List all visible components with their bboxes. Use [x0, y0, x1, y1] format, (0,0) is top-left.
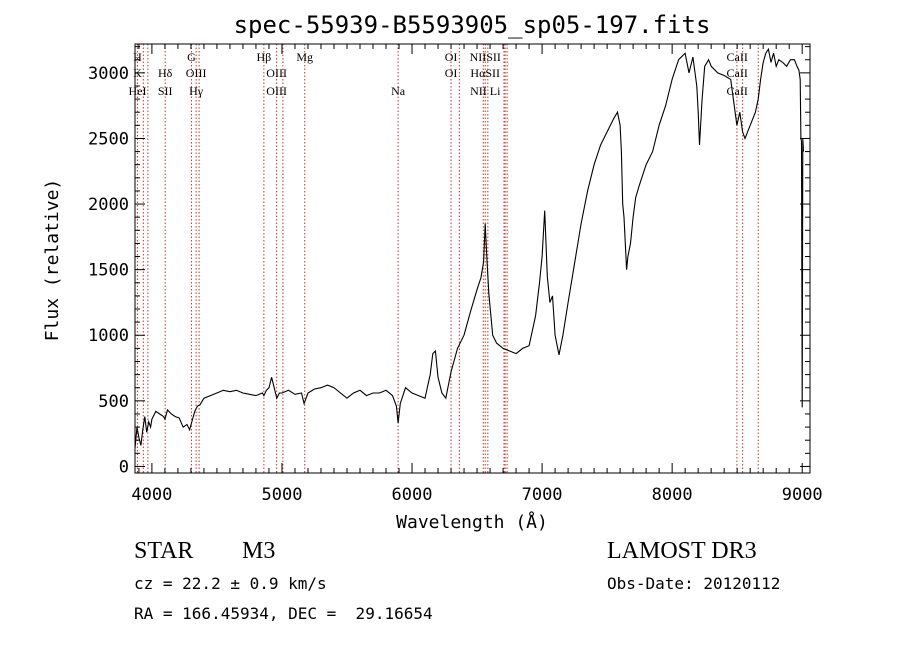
y-tick-label: 500 — [98, 392, 129, 412]
observation-date: Obs-Date: 20120112 — [607, 574, 781, 593]
x-tick-label: 7000 — [522, 485, 563, 505]
line-label: HeI — [128, 84, 146, 98]
line-label: OI — [445, 50, 458, 64]
line-label: CaII — [727, 50, 748, 64]
line-label: OI — [445, 66, 458, 80]
y-axis-label: Flux (relative) — [42, 179, 63, 342]
line-label: OIII — [186, 66, 207, 80]
line-label: Hδ — [158, 66, 173, 80]
x-tick-label: 5000 — [261, 485, 302, 505]
spectral-line-labels: HKHeIHδSIIGOIIIHγHβOIIIOIIIMgNaOIOINIISI… — [128, 50, 747, 98]
y-tick-label: 2000 — [88, 195, 129, 215]
line-label: Na — [391, 84, 406, 98]
y-tick-label: 1500 — [88, 261, 129, 281]
axes: 4000 5000 6000 7000 8000 9000 0 500 1000 1500 2000… — [88, 43, 823, 505]
line-label: SII — [158, 84, 173, 98]
plot-frame — [134, 43, 811, 474]
y-tick-label: 1000 — [88, 326, 129, 346]
line-label: Hβ — [256, 50, 271, 64]
y-tick-label: 0 — [119, 457, 129, 477]
object-subclass: M3 — [242, 538, 276, 564]
line-label: OIII — [266, 66, 287, 80]
line-label: OIII — [266, 84, 287, 98]
x-tick-label: 8000 — [652, 485, 693, 505]
x-axis-label: Wavelength (Å) — [396, 511, 548, 533]
line-label: CaII — [727, 66, 748, 80]
line-label: Mg — [296, 50, 313, 64]
x-tick-label: 6000 — [392, 485, 433, 505]
spectrum-line — [134, 47, 805, 449]
line-label: H — [133, 50, 142, 64]
line-label: CaII — [727, 84, 748, 98]
line-label: Hγ — [189, 84, 204, 98]
coordinates: RA = 166.45934, DEC = 29.16654 — [134, 604, 433, 623]
x-tick-label: 4000 — [131, 485, 172, 505]
x-tick-label: 9000 — [782, 485, 823, 505]
spectrum-series — [134, 47, 805, 449]
line-label: NII Li — [470, 84, 501, 98]
line-label: NIISII — [470, 50, 501, 64]
y-tick-label: 3000 — [88, 64, 129, 84]
survey-name: LAMOST DR3 — [607, 538, 757, 564]
chart-title: spec-55939-B5593905_sp05-197.fits — [234, 11, 711, 39]
y-tick-label: 2500 — [88, 129, 129, 149]
redshift-value: cz = 22.2 ± 0.9 km/s — [134, 574, 327, 593]
spectral-line-markers — [136, 44, 759, 473]
object-class: STAR — [134, 538, 194, 564]
line-label: G — [187, 50, 196, 64]
line-label: HαSII — [470, 66, 500, 80]
